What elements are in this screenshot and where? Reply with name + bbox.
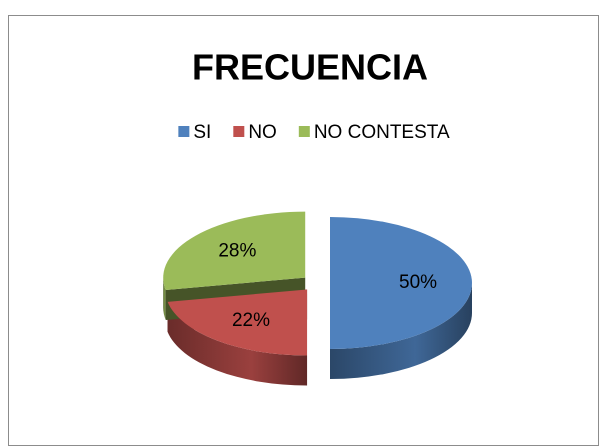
pie-slice: [167, 289, 308, 356]
pie-tops: 50% 22% 28%: [163, 211, 472, 356]
data-label: 50%: [399, 272, 437, 293]
legend-label: SI: [193, 122, 211, 143]
legend: SI NO NO CONTESTA: [178, 122, 450, 143]
slice-side: [163, 277, 166, 321]
legend-swatch: [233, 126, 245, 137]
legend-label: NO CONTESTA: [314, 122, 450, 143]
pie-slice: [330, 217, 472, 349]
pie-slice: [163, 211, 306, 291]
data-label: 28%: [218, 241, 256, 262]
legend-swatch: [298, 126, 310, 137]
chart-title: FRECUENCIA: [192, 47, 428, 88]
legend-swatch: [178, 126, 190, 137]
slice-side: [330, 283, 472, 379]
legend-label: NO: [248, 122, 277, 143]
data-label: 22%: [232, 310, 270, 331]
slice-side: [167, 301, 308, 386]
